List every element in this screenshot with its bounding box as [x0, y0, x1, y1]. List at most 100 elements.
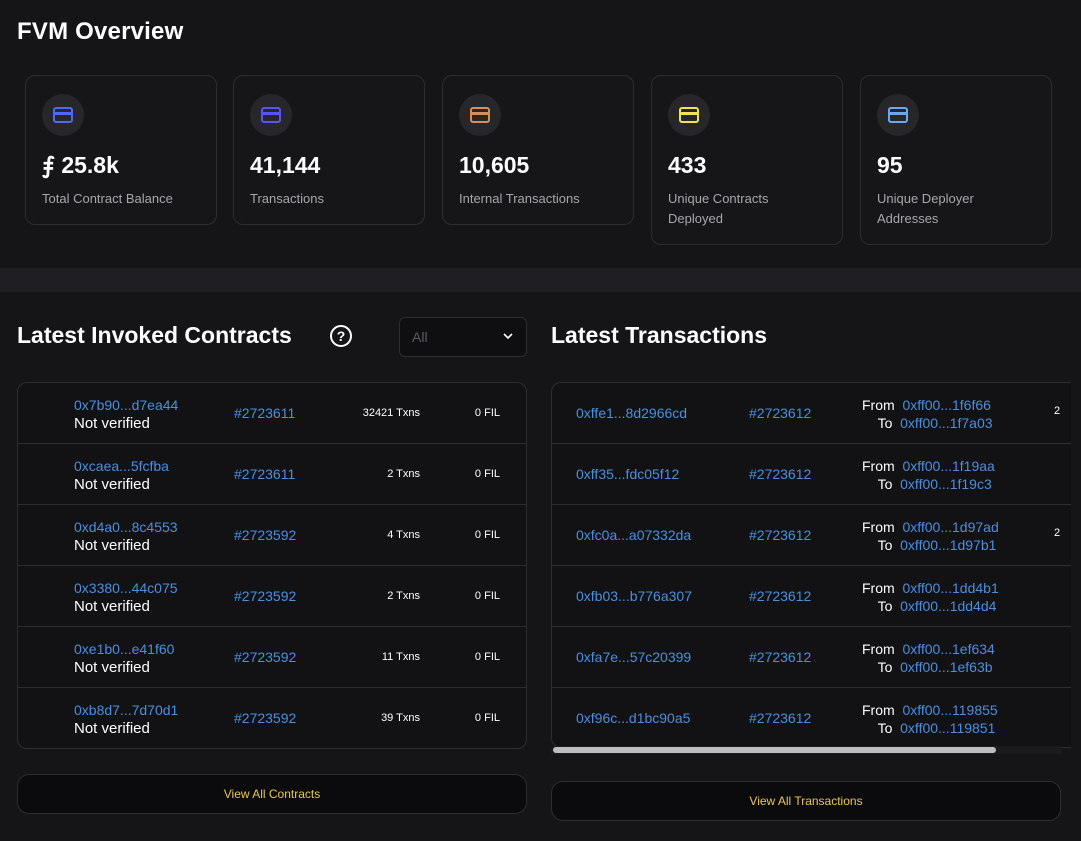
- block-link[interactable]: #2723592: [234, 527, 297, 543]
- stat-label: Transactions: [250, 191, 324, 206]
- stat-card-unique-contracts: 433 Unique Contracts Deployed: [651, 75, 843, 245]
- block-link[interactable]: #2723612: [749, 710, 812, 726]
- txn-count: 2 Txns: [387, 468, 420, 480]
- from-address-link[interactable]: 0xff00...119855: [902, 702, 998, 718]
- from-label: From: [862, 702, 895, 718]
- transaction-hash-link[interactable]: 0xf96c...d1bc90a5: [576, 710, 691, 726]
- from-address-link[interactable]: 0xff00...1d97ad: [902, 519, 999, 535]
- from-label: From: [862, 519, 895, 535]
- from-label: From: [862, 397, 895, 413]
- block-link[interactable]: #2723592: [234, 649, 297, 665]
- filter-selected-value: All: [412, 329, 428, 345]
- from-address-link[interactable]: 0xff00...1dd4b1: [902, 580, 999, 596]
- verification-status: Not verified: [74, 415, 150, 432]
- contract-address-link[interactable]: 0x7b90...d7ea44: [74, 397, 179, 413]
- contract-balance: 0 FIL: [474, 529, 500, 541]
- from-address-link[interactable]: 0xff00...1f19aa: [902, 458, 995, 474]
- verification-status: Not verified: [74, 537, 150, 554]
- to-label: To: [877, 720, 893, 736]
- to-label: To: [877, 659, 893, 675]
- transaction-hash-link[interactable]: 0xfc0a...a07332da: [576, 527, 692, 543]
- contract-balance: 0 FIL: [474, 712, 500, 724]
- to-address-link[interactable]: 0xff00...1d97b1: [900, 537, 997, 553]
- contract-balance: 0 FIL: [474, 468, 500, 480]
- table-row: 0x3380...44c075 Not verified #2723592 2 T…: [18, 566, 526, 627]
- table-row: 0xe1b0...e41f60 Not verified #2723592 11 …: [18, 627, 526, 688]
- stat-value: 10,605: [459, 152, 530, 178]
- stat-label: Internal Transactions: [459, 191, 580, 206]
- stat-card-balance: ⨎ 25.8k Total Contract Balance: [25, 75, 217, 225]
- table-row: 0xd4a0...8c4553 Not verified #2723592 4 T…: [18, 505, 526, 566]
- section-divider: [0, 268, 1081, 292]
- from-address-link[interactable]: 0xff00...1ef634: [902, 641, 995, 657]
- block-link[interactable]: #2723592: [234, 710, 297, 726]
- truncated-value: 2: [1054, 405, 1061, 417]
- transactions-table: 0xffe1...8d2966cd #2723612 From 0xff00..…: [551, 382, 1071, 748]
- transaction-hash-link[interactable]: 0xfa7e...57c20399: [576, 649, 692, 665]
- block-link[interactable]: #2723612: [749, 466, 812, 482]
- stat-label: Unique Deployer Addresses: [877, 191, 974, 226]
- view-all-transactions-button[interactable]: View All Transactions: [551, 781, 1061, 821]
- scrollbar-thumb[interactable]: [553, 747, 996, 753]
- contract-balance: 0 FIL: [474, 407, 500, 419]
- from-label: From: [862, 458, 895, 474]
- table-row: 0xf96c...d1bc90a5 #2723612 From 0xff00..…: [552, 688, 1071, 747]
- transactions-section-title: Latest Transactions: [551, 322, 768, 348]
- to-address-link[interactable]: 0xff00...1f7a03: [900, 415, 993, 431]
- to-address-link[interactable]: 0xff00...1f19c3: [900, 476, 992, 492]
- block-link[interactable]: #2723612: [749, 588, 812, 604]
- block-link[interactable]: #2723592: [234, 588, 297, 604]
- stat-card-transactions: 41,144 Transactions: [233, 75, 425, 225]
- stat-value: 95: [877, 152, 903, 178]
- contract-address-link[interactable]: 0xd4a0...8c4553: [74, 519, 178, 535]
- block-link[interactable]: #2723612: [749, 405, 812, 421]
- block-link[interactable]: #2723612: [749, 527, 812, 543]
- stat-label: Total Contract Balance: [42, 191, 173, 206]
- verification-status: Not verified: [74, 659, 150, 676]
- stat-card-unique-deployers: 95 Unique Deployer Addresses: [860, 75, 1052, 245]
- contract-address-link[interactable]: 0xcaea...5fcfba: [74, 458, 169, 474]
- to-address-link[interactable]: 0xff00...1ef63b: [900, 659, 993, 675]
- contracts-table: 0x7b90...d7ea44 Not verified #2723611 324…: [17, 382, 527, 749]
- txn-count: 32421 Txns: [362, 407, 420, 419]
- card-icon: [459, 94, 501, 136]
- table-row: 0xcaea...5fcfba Not verified #2723611 2 T…: [18, 444, 526, 505]
- to-label: To: [877, 415, 893, 431]
- table-row: 0xfb03...b776a307 #2723612 From 0xff00..…: [552, 566, 1071, 627]
- page-title: FVM Overview: [17, 18, 184, 45]
- block-link[interactable]: #2723612: [749, 649, 812, 665]
- table-row: 0xff35...fdc05f12 #2723612 From 0xff00..…: [552, 444, 1071, 505]
- contract-address-link[interactable]: 0xe1b0...e41f60: [74, 641, 175, 657]
- block-link[interactable]: #2723611: [234, 405, 296, 421]
- transaction-hash-link[interactable]: 0xfb03...b776a307: [576, 588, 692, 604]
- from-address-link[interactable]: 0xff00...1f6f66: [902, 397, 991, 413]
- transaction-hash-link[interactable]: 0xff35...fdc05f12: [576, 466, 680, 482]
- contract-address-link[interactable]: 0xb8d7...7d70d1: [74, 702, 179, 718]
- transaction-hash-link[interactable]: 0xffe1...8d2966cd: [576, 405, 688, 421]
- to-label: To: [877, 537, 893, 553]
- txn-count: 39 Txns: [381, 712, 420, 724]
- txn-count: 11 Txns: [381, 651, 420, 663]
- card-icon: [668, 94, 710, 136]
- from-label: From: [862, 580, 895, 596]
- to-address-link[interactable]: 0xff00...1dd4d4: [900, 598, 997, 614]
- verification-status: Not verified: [74, 720, 150, 737]
- stat-value: 41,144: [250, 152, 321, 178]
- table-row: 0xfa7e...57c20399 #2723612 From 0xff00..…: [552, 627, 1071, 688]
- block-link[interactable]: #2723611: [234, 466, 296, 482]
- contract-address-link[interactable]: 0x3380...44c075: [74, 580, 178, 596]
- table-row: 0x7b90...d7ea44 Not verified #2723611 324…: [18, 383, 526, 444]
- to-address-link[interactable]: 0xff00...119851: [900, 720, 996, 736]
- contract-balance: 0 FIL: [474, 590, 500, 602]
- txn-count: 2 Txns: [387, 590, 420, 602]
- view-all-contracts-button[interactable]: View All Contracts: [17, 774, 527, 814]
- to-label: To: [877, 598, 893, 614]
- chevron-down-icon: [503, 333, 513, 340]
- txn-count: 4 Txns: [387, 529, 420, 541]
- question-circle-icon[interactable]: ?: [330, 325, 352, 347]
- table-row: 0xffe1...8d2966cd #2723612 From 0xff00..…: [552, 383, 1071, 444]
- contract-balance: 0 FIL: [474, 651, 500, 663]
- to-label: To: [877, 476, 893, 492]
- contracts-filter-select[interactable]: All: [399, 317, 527, 357]
- contracts-section-title: Latest Invoked Contracts: [17, 322, 292, 348]
